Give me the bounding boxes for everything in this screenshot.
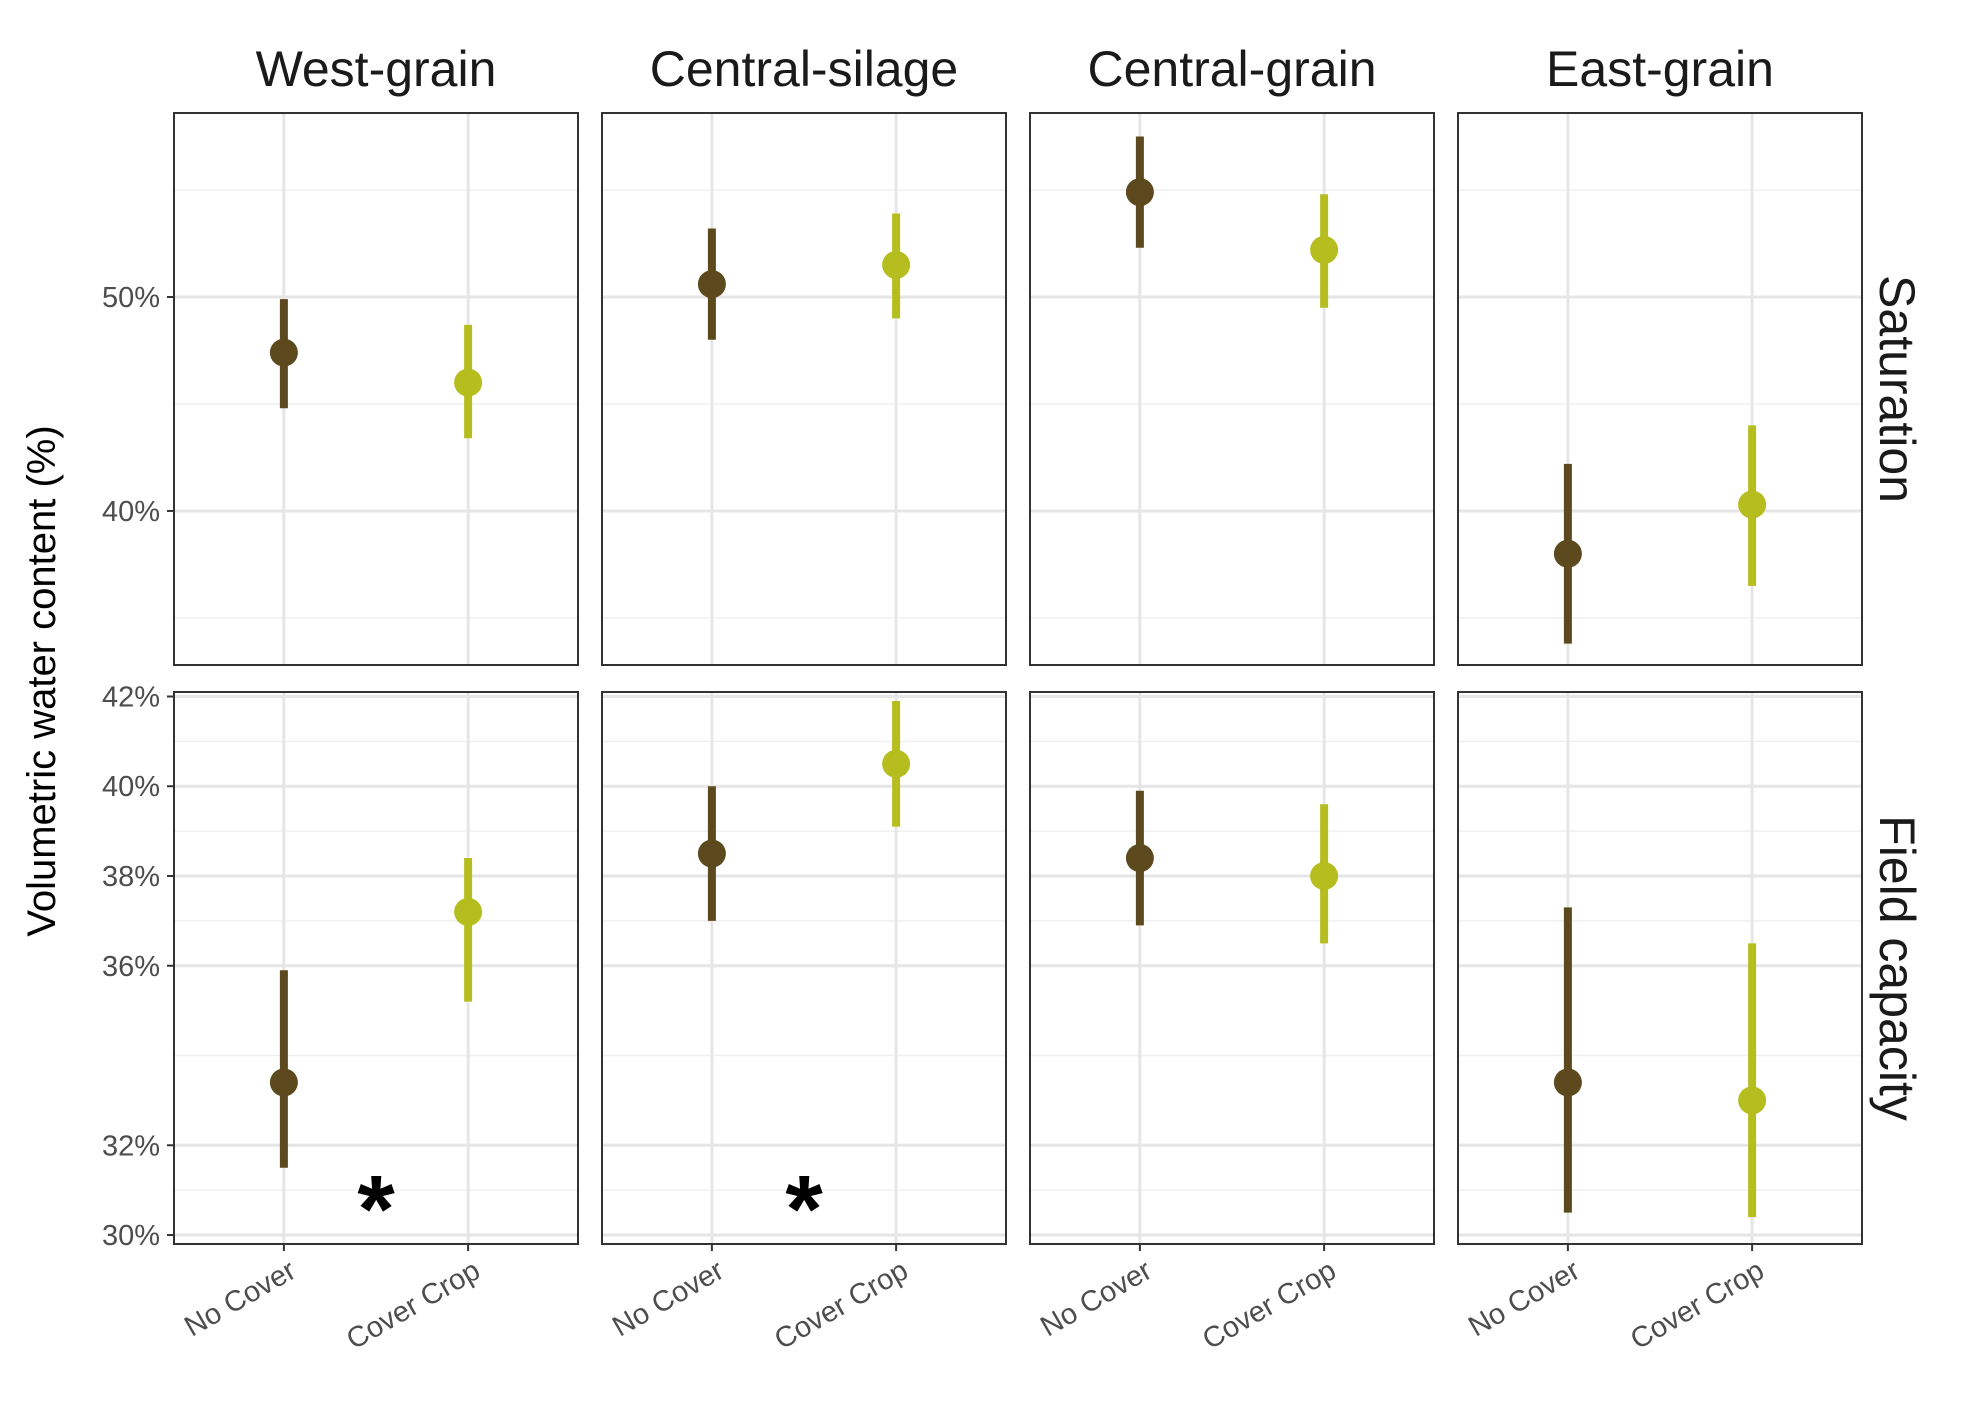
panels-layer: West-grain Central-silage Central-grain Eas… xyxy=(102,41,1925,1356)
facet-row-label: Field capacity xyxy=(1869,815,1925,1121)
facet-column-label: Central-grain xyxy=(1087,41,1376,97)
panel-border xyxy=(601,112,1007,666)
panel-border xyxy=(1457,691,1863,1245)
significance-marker: * xyxy=(785,1156,823,1263)
data-point xyxy=(1738,490,1767,519)
y-tick-label: 42% xyxy=(102,681,160,713)
y-tick-label: 32% xyxy=(102,1130,160,1162)
panel-border xyxy=(173,691,579,1245)
panel-border xyxy=(1457,112,1863,666)
data-point xyxy=(697,839,726,868)
y-axis-title: Volumetric water content (%) xyxy=(20,425,64,936)
data-point xyxy=(1125,844,1154,873)
data-point xyxy=(1125,178,1154,207)
facet-row-label: Saturation xyxy=(1869,275,1925,503)
data-point xyxy=(1553,539,1582,568)
data-point xyxy=(1553,1068,1582,1097)
facet-column-label: Central-silage xyxy=(650,41,958,97)
data-point xyxy=(454,897,483,926)
y-tick-label: 50% xyxy=(102,282,160,314)
panel-border xyxy=(601,691,1007,1245)
significance-marker: * xyxy=(357,1156,395,1263)
y-tick-label: 40% xyxy=(102,496,160,528)
y-tick-label: 36% xyxy=(102,951,160,983)
data-point xyxy=(454,368,483,397)
data-point xyxy=(1310,862,1339,890)
panel-border xyxy=(1029,112,1435,666)
data-point xyxy=(1738,1086,1767,1115)
data-point xyxy=(697,270,726,299)
data-point xyxy=(882,749,911,778)
data-point xyxy=(269,338,298,367)
y-tick-label: 40% xyxy=(102,771,160,803)
panel-border xyxy=(173,112,579,666)
data-point xyxy=(269,1068,298,1097)
facet-column-label: West-grain xyxy=(256,41,497,97)
y-tick-label: 38% xyxy=(102,861,160,893)
data-point xyxy=(882,250,911,279)
data-point xyxy=(1310,235,1339,264)
y-tick-label: 30% xyxy=(102,1220,160,1252)
facet-column-label: East-grain xyxy=(1546,41,1774,97)
panel-border xyxy=(1029,691,1435,1245)
